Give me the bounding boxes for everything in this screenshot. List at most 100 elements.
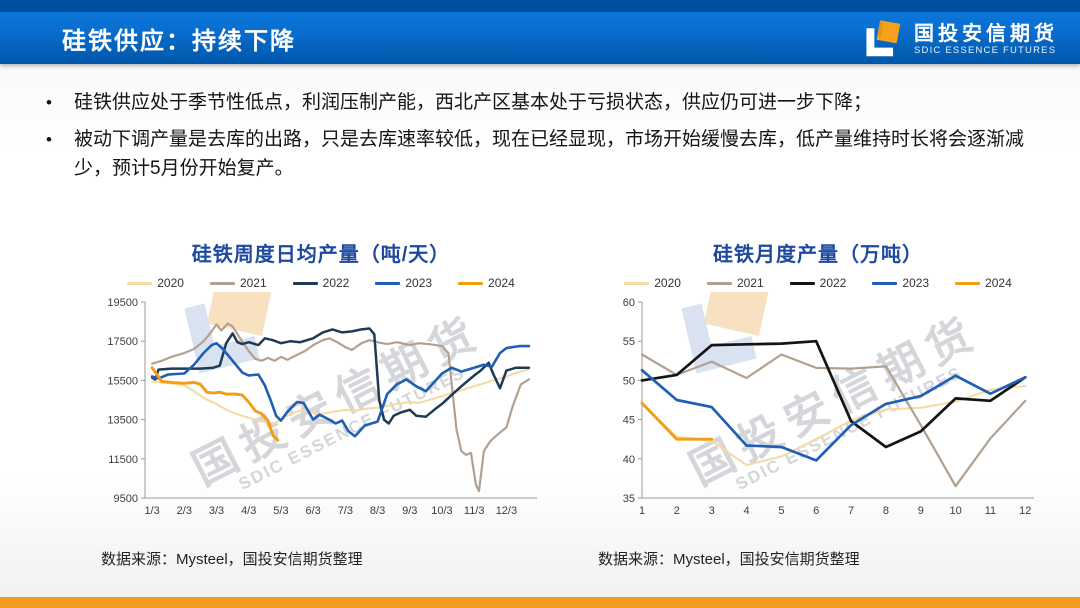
legend-label-2020: 2020 [654,276,681,290]
x-tick-label: 7 [848,505,854,517]
series-line-2024 [150,366,280,442]
logo-cn: 国投安信期货 [914,22,1058,45]
legend-label-2021: 2021 [239,276,267,290]
x-tick-label: 10/3 [431,505,452,517]
x-tick-label: 6 [813,505,819,517]
chart-plot-weekly: 国投安信期货 SDIC ESSENCE FUTURES 9500 11500 135… [95,292,547,524]
legend-item-2024: 2024 [458,276,515,290]
y-tick-label: 19500 [107,297,138,309]
chart-title-weekly: 硅铁周度日均产量（吨/天） [191,244,451,266]
x-tick-label: 5/3 [273,505,288,517]
x-tick-label: 12/3 [496,505,517,517]
legend-item-2022: 2022 [789,276,847,290]
chart-plot-monthly: 国投安信期货 SDIC ESSENCE FUTURES 35 40 45 50 55 60… [592,292,1044,524]
header-bar: 硅铁供应：持续下降 国投安信期货 SDIC ESSENCE FUTURES [0,12,1080,64]
legend-label-2023: 2023 [902,276,930,290]
y-tick-label: 13500 [107,415,138,427]
x-tick-label: 8 [883,505,889,517]
legend-item-2023: 2023 [375,276,432,290]
legend-label-2021: 2021 [736,276,764,290]
x-tick-label: 2 [674,505,680,517]
legend-swatch-2020 [624,281,650,285]
y-tick-label: 45 [623,415,635,427]
bullet-text-2: 被动下调产量是去库的出路，只是去库速率较低，现在已经显现，市场开始缓慢去库，低产… [74,129,1025,179]
legend-item-2021: 2021 [209,276,267,290]
x-tick-label: 3 [709,505,715,517]
y-tick-label: 60 [623,297,635,309]
chart-block-monthly: 硅铁月度产量（万吨） 2020 2021 2022 2023 2024 国投安信期货 S… [592,238,1044,569]
footer-accent-bar [0,597,1080,608]
legend-label-2023: 2023 [405,276,433,290]
series-line-2021 [640,353,1027,488]
y-tick-label: 55 [623,336,635,348]
y-tick-label: 50 [623,375,635,387]
legend-label-2020: 2020 [157,276,184,290]
legend-swatch-2024 [955,281,981,285]
legend-swatch-2022 [292,281,318,285]
bullet-list: 硅铁供应处于季节性低点，利润压制产能，西北产区基本处于亏损状态，供应仍可进一步下… [46,88,1052,191]
legend-swatch-2021 [706,281,732,285]
legend-item-2023: 2023 [872,276,929,290]
data-source-left: 数据来源：Mysteel，国投安信期货整理 [101,551,363,568]
chart-title-monthly: 硅铁月度产量（万吨） [713,244,923,266]
line-chart-weekly: 9500 11500 13500 15500 17500 19500 1/3 2/3 3/3 4/… [107,297,537,517]
logo-en: SDIC ESSENCE FUTURES [914,44,1057,56]
legend-swatch-2024 [458,281,484,285]
x-tick-label: 4 [743,505,749,517]
x-tick-label: 4/3 [241,505,256,517]
y-tick-label: 15500 [107,375,138,387]
series-line-2022 [150,327,531,425]
legend-label-2022: 2022 [322,276,350,290]
legend-swatch-2021 [209,281,235,285]
logo-text: 国投安信期货 SDIC ESSENCE FUTURES [914,23,1058,56]
legend-item-2024: 2024 [955,276,1012,290]
x-tick-label: 1/3 [144,505,159,517]
x-tick-label: 10 [949,505,961,517]
header-top-strip [0,0,1080,12]
bullet-text-1: 硅铁供应处于季节性低点，利润压制产能，西北产区基本处于亏损状态，供应仍可进一步下… [74,92,873,113]
series-line-2022 [640,339,1027,449]
legend-item-2020: 2020 [624,276,681,290]
legend-swatch-2020 [127,281,153,285]
legend-item-2020: 2020 [127,276,184,290]
x-tick-label: 7/3 [338,505,353,517]
legend-swatch-2023 [872,281,898,285]
chart-legend-weekly: 2020 2021 2022 2023 2024 [95,276,547,290]
y-tick-label: 11500 [108,454,138,466]
series-line-2020 [640,384,1027,467]
legend-swatch-2023 [375,281,401,285]
series-line-2023 [150,341,531,438]
y-tick-label: 17500 [107,336,138,348]
x-tick-label: 1 [639,505,645,517]
chart-block-weekly: 硅铁周度日均产量（吨/天） 2020 2021 2022 2023 2024 国投安信期… [95,238,547,569]
x-tick-label: 5 [778,505,784,517]
y-tick-label: 9500 [114,493,138,505]
chart-legend-monthly: 2020 2021 2022 2023 2024 [592,276,1044,290]
page-title: 硅铁供应：持续下降 [62,27,296,55]
x-tick-label: 3/3 [209,505,224,517]
bullet-item-2: 被动下调产量是去库的出路，只是去库速率较低，现在已经显现，市场开始缓慢去库，低产… [46,125,1052,183]
x-tick-label: 11 [985,505,996,517]
legend-label-2024: 2024 [488,276,515,290]
logo-mark-icon [866,20,901,57]
x-tick-label: 8/3 [370,505,385,517]
legend-item-2022: 2022 [292,276,350,290]
x-tick-label: 9 [918,505,924,517]
series-line-2024 [640,401,714,441]
y-tick-label: 35 [623,493,635,505]
data-source-right: 数据来源：Mysteel，国投安信期货整理 [598,551,860,568]
series-line-2020 [151,368,530,425]
x-tick-label: 12 [1019,505,1031,517]
x-tick-label: 11/3 [464,505,485,517]
bullet-item-1: 硅铁供应处于季节性低点，利润压制产能，西北产区基本处于亏损状态，供应仍可进一步下… [46,88,1052,117]
legend-item-2021: 2021 [706,276,764,290]
legend-label-2022: 2022 [819,276,847,290]
y-tick-label: 40 [623,454,635,466]
x-tick-label: 9/3 [402,505,417,517]
legend-swatch-2022 [789,281,815,285]
x-tick-label: 2/3 [177,505,192,517]
series-line-2023 [640,368,1027,462]
company-logo: 国投安信期货 SDIC ESSENCE FUTURES [860,16,1058,62]
